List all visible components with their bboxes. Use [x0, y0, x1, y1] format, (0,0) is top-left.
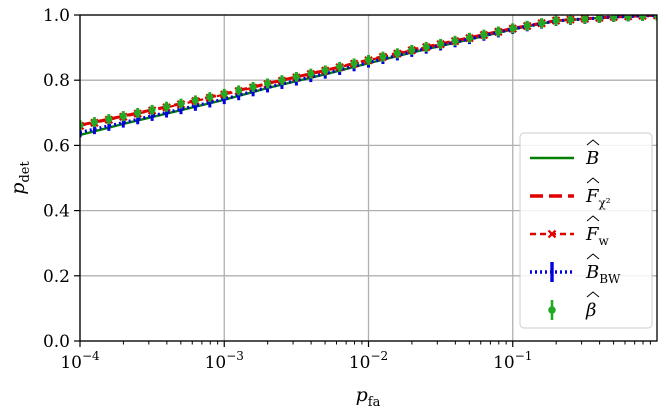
y-tick-label: 1.0 — [43, 6, 70, 26]
series-point-4 — [566, 16, 574, 24]
y-tick-label: 0.8 — [43, 71, 70, 91]
series-point-4 — [264, 79, 272, 87]
series-point-4 — [653, 15, 657, 19]
series-layer — [80, 15, 657, 138]
series-point-4 — [595, 15, 603, 22]
series-point-4 — [365, 56, 372, 64]
legend-entry-4: β — [548, 291, 600, 321]
series-point-4 — [163, 103, 171, 111]
legend-label: BBW — [585, 262, 621, 286]
series-point-4 — [408, 46, 416, 54]
x-tick-label: 10−4 — [60, 349, 100, 373]
series-point-4 — [191, 96, 199, 104]
legend-entry-0: B — [530, 139, 600, 169]
series-point-4 — [639, 15, 647, 20]
legend: B Fχ² Fw BBW β — [519, 132, 653, 329]
legend-label: β — [585, 300, 596, 321]
series-point-4 — [220, 90, 228, 98]
legend-label: Fw — [585, 224, 610, 248]
x-tick-label: 10−1 — [493, 349, 532, 373]
series-point-4 — [321, 66, 329, 74]
series-point-4 — [624, 15, 632, 20]
legend-dot — [548, 306, 556, 314]
x-tick-label: 10−2 — [349, 349, 388, 373]
series-point-4 — [552, 17, 560, 25]
x-tick-label: 10−3 — [205, 349, 244, 373]
series-point-4 — [134, 109, 142, 117]
y-tick-label: 0.4 — [43, 202, 70, 222]
series-point-4 — [523, 22, 531, 30]
y-tick-label: 0.0 — [43, 332, 70, 352]
series-point-4 — [90, 118, 98, 126]
series-point-4 — [249, 83, 257, 91]
series-4 — [80, 15, 657, 131]
legend-entry-1: Fχ² — [530, 177, 611, 210]
series-point-4 — [119, 112, 127, 120]
y-tick-label: 0.6 — [43, 136, 70, 156]
series-point-4 — [480, 31, 488, 39]
legend-label: Fχ² — [585, 186, 611, 210]
series-point-4 — [379, 53, 387, 61]
series-point-4 — [336, 63, 344, 71]
y-axis-label: pdet — [7, 161, 33, 195]
legend-entry-2: Fw — [530, 215, 610, 248]
legend-hat — [586, 139, 600, 146]
legend-hat — [586, 215, 600, 222]
series-point-4 — [494, 28, 502, 36]
legend-entry-3: BBW — [530, 253, 621, 286]
legend-marker — [547, 229, 557, 239]
series-point-4 — [278, 76, 286, 84]
series-point-4 — [292, 73, 300, 81]
series-point-4 — [581, 15, 589, 23]
series-point-4 — [393, 49, 401, 57]
series-point-4 — [465, 34, 473, 42]
series-point-4 — [437, 40, 445, 48]
legend-label: B — [585, 148, 599, 169]
series-point-4 — [105, 115, 113, 123]
legend-hat — [586, 253, 600, 260]
series-point-4 — [350, 59, 358, 67]
legend-hat — [586, 291, 600, 298]
x-axis-label: pfa — [356, 384, 381, 410]
axis-ticks: 10−4 10−3 10−2 10−1 0.0 0.2 0.4 0.6 0.8 1.0 — [43, 6, 651, 373]
series-point-4 — [610, 15, 618, 21]
series-point-4 — [422, 43, 430, 51]
series-point-4 — [451, 37, 459, 45]
series-point-4 — [307, 70, 315, 78]
legend-hat — [586, 177, 600, 184]
series-point-4 — [177, 100, 185, 108]
series-point-4 — [148, 106, 156, 114]
series-point-4 — [538, 19, 546, 27]
y-tick-label: 0.2 — [43, 267, 70, 287]
series-point-4 — [509, 24, 517, 32]
series-point-4 — [206, 93, 214, 101]
series-point-4 — [235, 86, 243, 94]
series-point-4 — [80, 121, 84, 129]
